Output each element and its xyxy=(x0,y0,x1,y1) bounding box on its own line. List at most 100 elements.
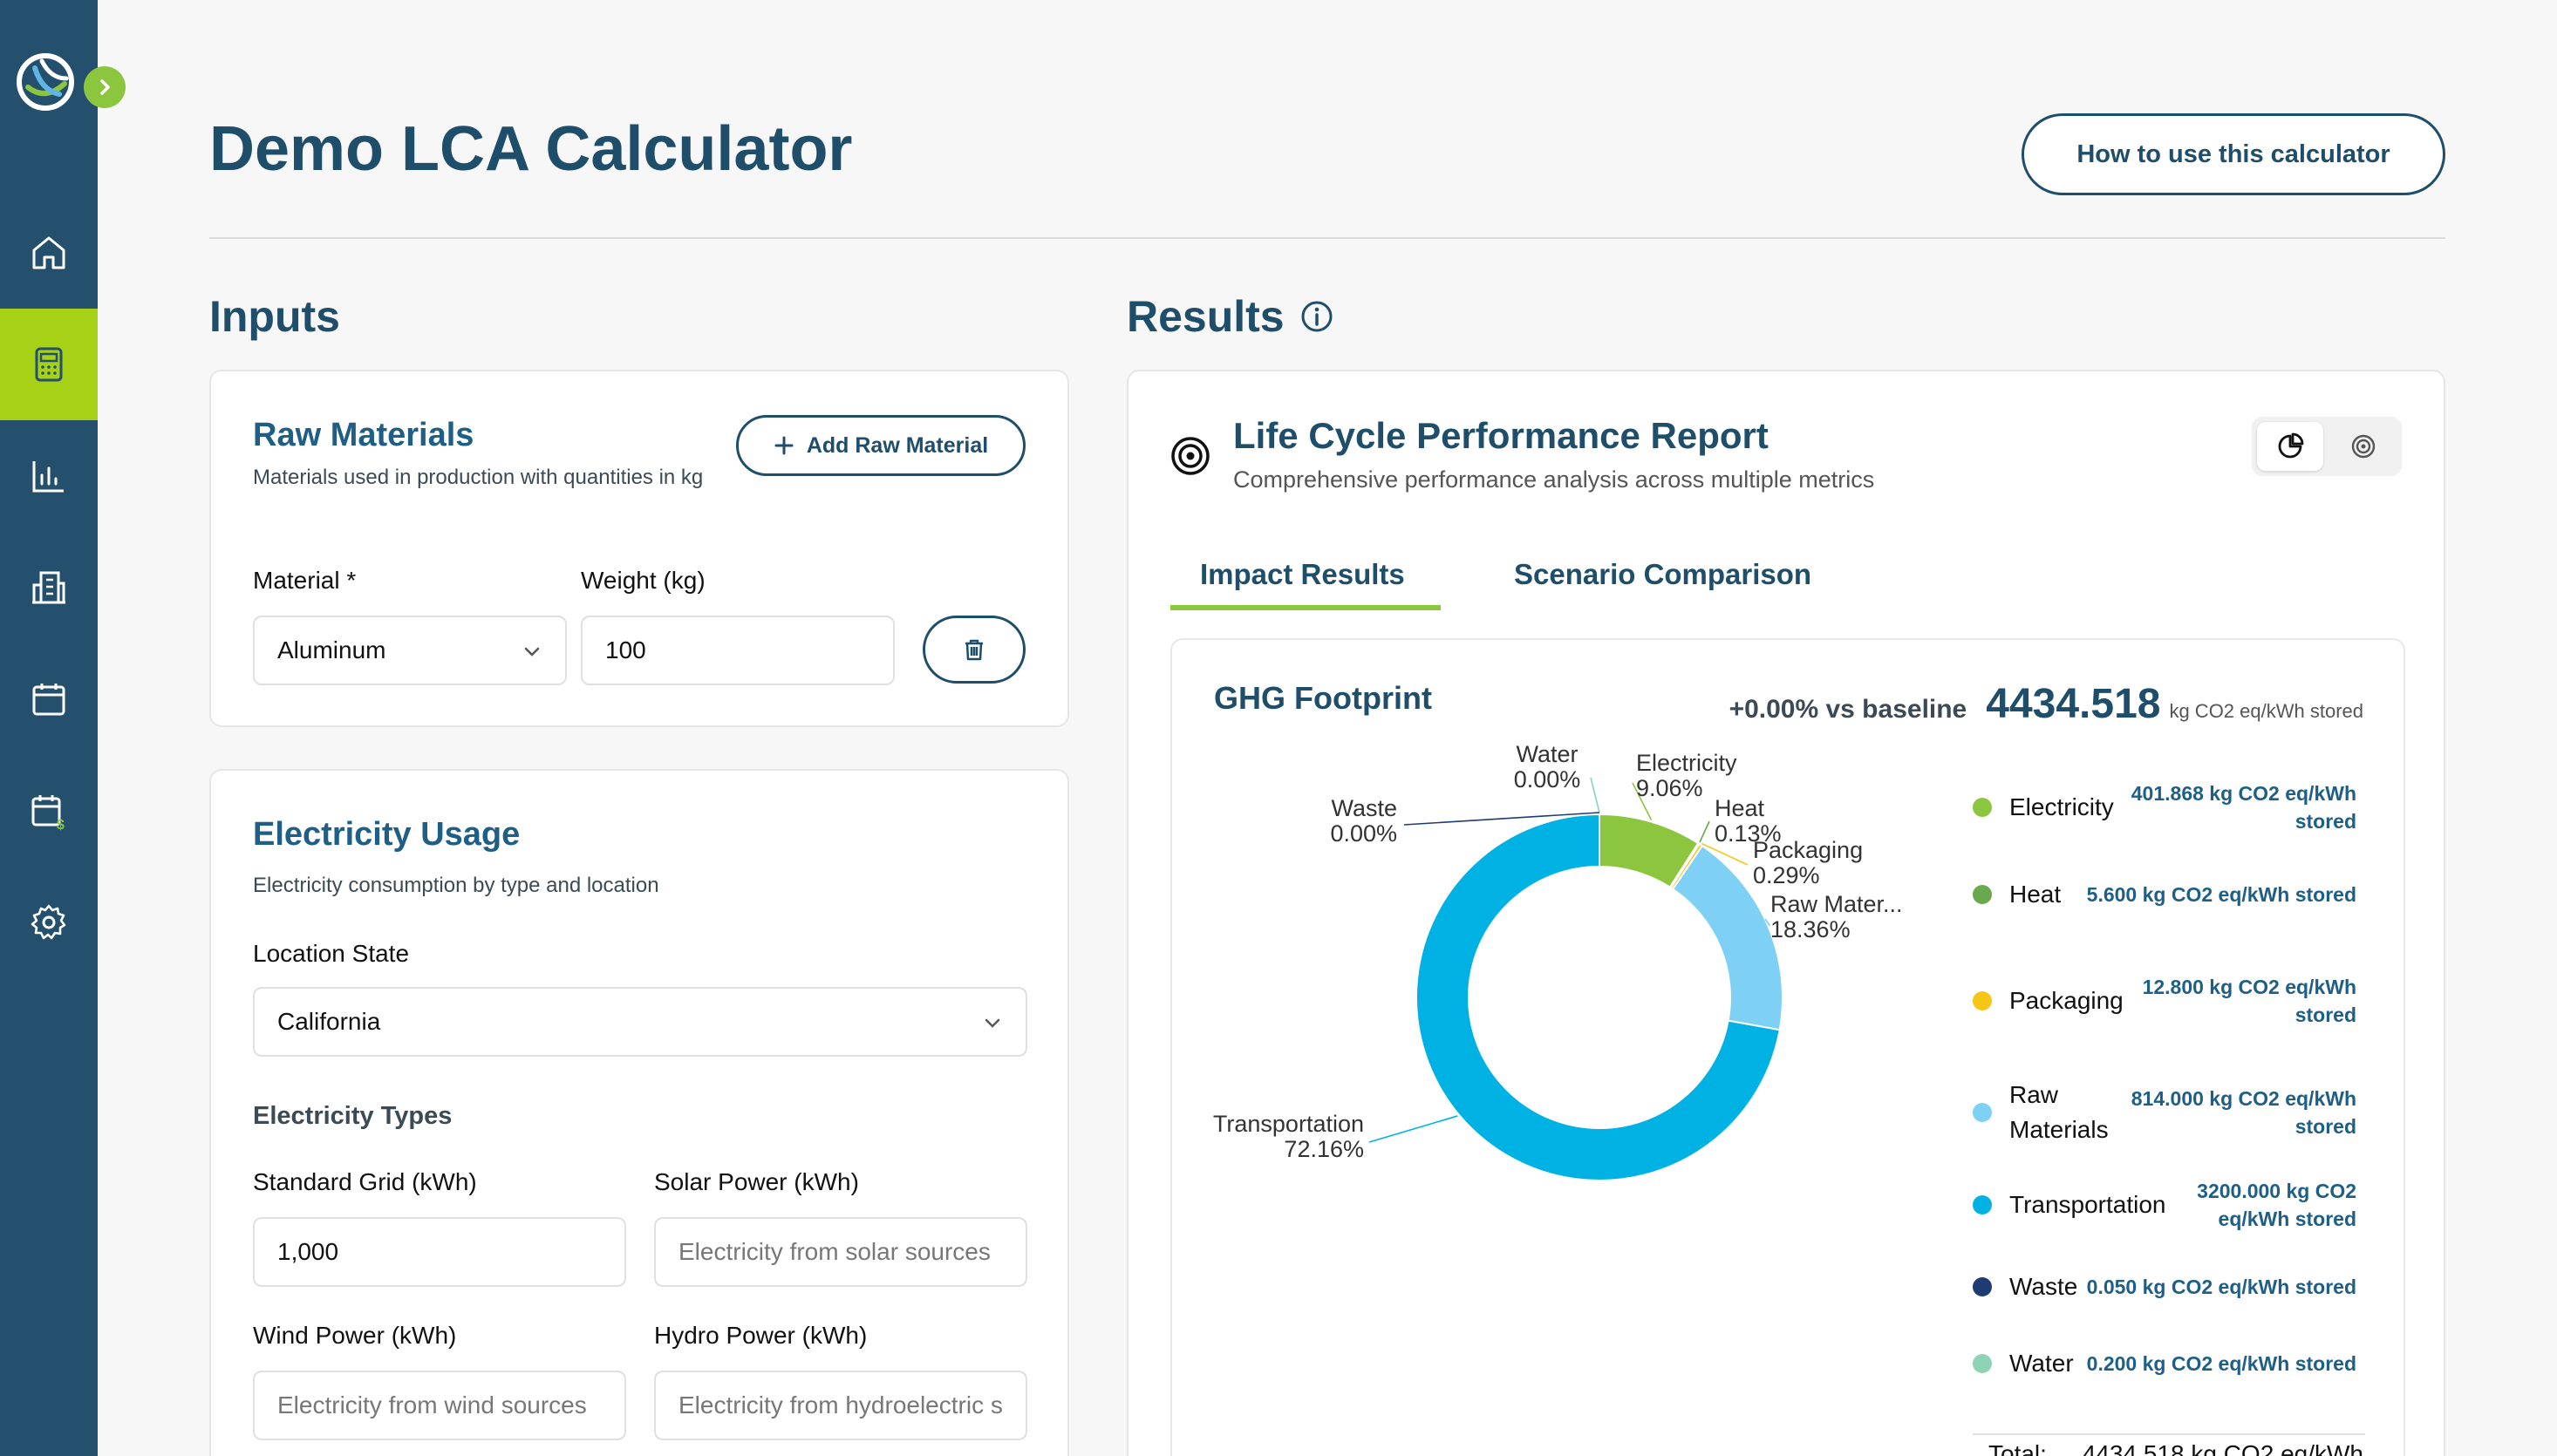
electricity-usage-card: Electricity Usage Electricity consumptio… xyxy=(209,769,1069,1456)
legend-name: Heat xyxy=(2009,881,2062,908)
sidebar-item-analytics[interactable] xyxy=(0,420,98,532)
donut-percent-label: 18.36% xyxy=(1770,916,1851,942)
building-icon xyxy=(32,571,65,604)
electricity-usage-description: Electricity consumption by type and loca… xyxy=(253,874,659,897)
legend-item: Electricity 401.868 kg CO2 eq/kWh stored xyxy=(1973,779,2356,835)
legend-dot xyxy=(1973,1195,1992,1214)
gear-icon xyxy=(31,904,66,940)
add-raw-material-button[interactable]: Add Raw Material xyxy=(736,415,1026,476)
solar-power-input[interactable]: Electricity from solar sources xyxy=(654,1217,1027,1287)
legend-name: Waste xyxy=(2009,1273,2078,1300)
material-select[interactable]: Aluminum xyxy=(253,616,567,685)
raw-materials-title: Raw Materials xyxy=(253,417,474,453)
standard-grid-value: 1,000 xyxy=(277,1238,339,1265)
bar-chart-icon xyxy=(32,461,64,493)
legend-value: 12.800 kg CO2 eq/kWh stored xyxy=(2142,976,2356,1026)
pie-view-button[interactable] xyxy=(2257,422,2323,471)
ghg-unit: kg CO2 eq/kWh stored xyxy=(2169,700,2363,722)
inputs-title: Inputs xyxy=(209,292,340,341)
sidebar-item-home[interactable] xyxy=(0,197,98,309)
info-icon[interactable] xyxy=(1300,300,1333,333)
donut-category-label: Heat xyxy=(1715,795,1765,821)
donut-category-label: Electricity xyxy=(1636,750,1737,776)
chevron-right-icon xyxy=(100,79,110,95)
legend-name: Packaging xyxy=(2009,987,2124,1014)
life-cycle-report-card: Life Cycle Performance Report Comprehens… xyxy=(1127,370,2445,1456)
standard-grid-input[interactable]: 1,000 xyxy=(253,1217,626,1287)
wind-power-placeholder: Electricity from wind sources xyxy=(277,1391,587,1419)
sidebar-item-billing[interactable]: $ xyxy=(0,755,98,867)
sidebar-item-settings[interactable] xyxy=(0,867,98,978)
donut-percent-label: 0.13% xyxy=(1715,820,1782,847)
donut-category-label: Waste xyxy=(1331,795,1397,821)
ghg-legend: Electricity 401.868 kg CO2 eq/kWh stored H… xyxy=(1973,779,2365,1456)
sidebar-item-buildings[interactable] xyxy=(0,532,98,643)
donut-percent-label: 0.00% xyxy=(1514,766,1581,793)
header-divider xyxy=(209,237,2445,239)
legend-value: 3200.000 kg CO2 eq/kWh stored xyxy=(2197,1180,2356,1230)
page-title: Demo LCA Calculator xyxy=(209,114,853,184)
legend-dot xyxy=(1973,991,1992,1010)
wind-power-label: Wind Power (kWh) xyxy=(253,1322,457,1349)
legend-name: Electricity xyxy=(2009,793,2114,820)
donut-leader-line xyxy=(1403,812,1600,826)
hydro-power-label: Hydro Power (kWh) xyxy=(654,1322,868,1349)
baseline-delta: +0.00% vs baseline xyxy=(1729,695,1967,724)
radial-view-button[interactable] xyxy=(2330,422,2397,471)
report-subtitle: Comprehensive performance analysis acros… xyxy=(1233,466,1875,493)
legend-dot xyxy=(1973,1103,1992,1122)
donut-category-label: Water xyxy=(1516,745,1578,767)
legend-name: Raw Materials xyxy=(2009,1081,2109,1143)
legend-dot xyxy=(1973,1277,1992,1296)
add-raw-material-label: Add Raw Material xyxy=(806,432,989,458)
sidebar-item-calculator[interactable] xyxy=(0,309,98,420)
active-tab-indicator xyxy=(1170,605,1441,610)
calculator-icon xyxy=(35,347,63,382)
delete-material-button[interactable] xyxy=(923,616,1026,684)
plus-icon xyxy=(774,436,794,455)
hydro-power-placeholder: Electricity from hydroelectric s xyxy=(678,1391,1003,1419)
results-title: Results xyxy=(1127,292,1285,341)
tab-impact-results[interactable]: Impact Results xyxy=(1200,558,1405,590)
chevron-down-icon xyxy=(524,647,540,657)
sidebar-expand-button[interactable] xyxy=(84,66,126,108)
sidebar-item-calendar[interactable] xyxy=(0,643,98,755)
donut-slice xyxy=(1415,813,1781,1181)
svg-text:$: $ xyxy=(57,818,65,831)
tab-scenario-comparison[interactable]: Scenario Comparison xyxy=(1514,558,1812,590)
location-state-label: Location State xyxy=(253,940,410,967)
solar-power-placeholder: Electricity from solar sources xyxy=(678,1238,991,1265)
location-state-value: California xyxy=(277,1008,381,1035)
material-select-value: Aluminum xyxy=(277,636,386,663)
pie-chart-icon xyxy=(2278,432,2304,459)
wind-power-input[interactable]: Electricity from wind sources xyxy=(253,1371,626,1440)
calendar-dollar-icon: $ xyxy=(31,795,65,831)
chevron-down-icon xyxy=(985,1018,1000,1028)
location-state-select[interactable]: California xyxy=(253,987,1027,1057)
raw-materials-description: Materials used in production with quanti… xyxy=(253,466,704,489)
ghg-footprint-panel: GHG Footprint +0.00% vs baseline 4434.51… xyxy=(1170,638,2405,1456)
standard-grid-label: Standard Grid (kWh) xyxy=(253,1168,477,1195)
legend-value: 0.050 kg CO2 eq/kWh stored xyxy=(2086,1276,2356,1298)
ghg-footprint-title: GHG Footprint xyxy=(1214,680,1432,716)
legend-item: Water 0.200 kg CO2 eq/kWh stored xyxy=(1973,1350,2356,1378)
legend-name: Transportation xyxy=(2009,1191,2166,1218)
legend-item: Transportation 3200.000 kg CO2 eq/kWh sto… xyxy=(1973,1177,2356,1233)
raw-materials-card: Raw Materials Materials used in producti… xyxy=(209,370,1069,727)
trash-icon xyxy=(965,639,983,661)
legend-value: 814.000 kg CO2 eq/kWh stored xyxy=(2131,1087,2356,1138)
ghg-donut-chart: Water0.00%Electricity9.06%Heat0.13%Packa… xyxy=(1213,745,1903,1181)
how-to-use-button[interactable]: How to use this calculator xyxy=(2022,113,2445,195)
target-icon xyxy=(2351,434,2376,459)
ghg-total-value: 4434.518 xyxy=(1986,681,2161,727)
donut-leader-line xyxy=(1701,842,1749,866)
donut-leader-line xyxy=(1368,1115,1458,1143)
legend-dot xyxy=(1973,1354,1992,1373)
legend-item: Raw Materials 814.000 kg CO2 eq/kWh store… xyxy=(1973,1078,2356,1147)
hydro-power-input[interactable]: Electricity from hydroelectric s xyxy=(654,1371,1027,1440)
inputs-section-title: Inputs xyxy=(209,291,340,342)
weight-input-value: 100 xyxy=(605,636,646,663)
chart-view-toggle xyxy=(2252,417,2402,476)
weight-input[interactable]: 100 xyxy=(581,616,895,685)
donut-category-label: Packaging xyxy=(1753,837,1863,863)
